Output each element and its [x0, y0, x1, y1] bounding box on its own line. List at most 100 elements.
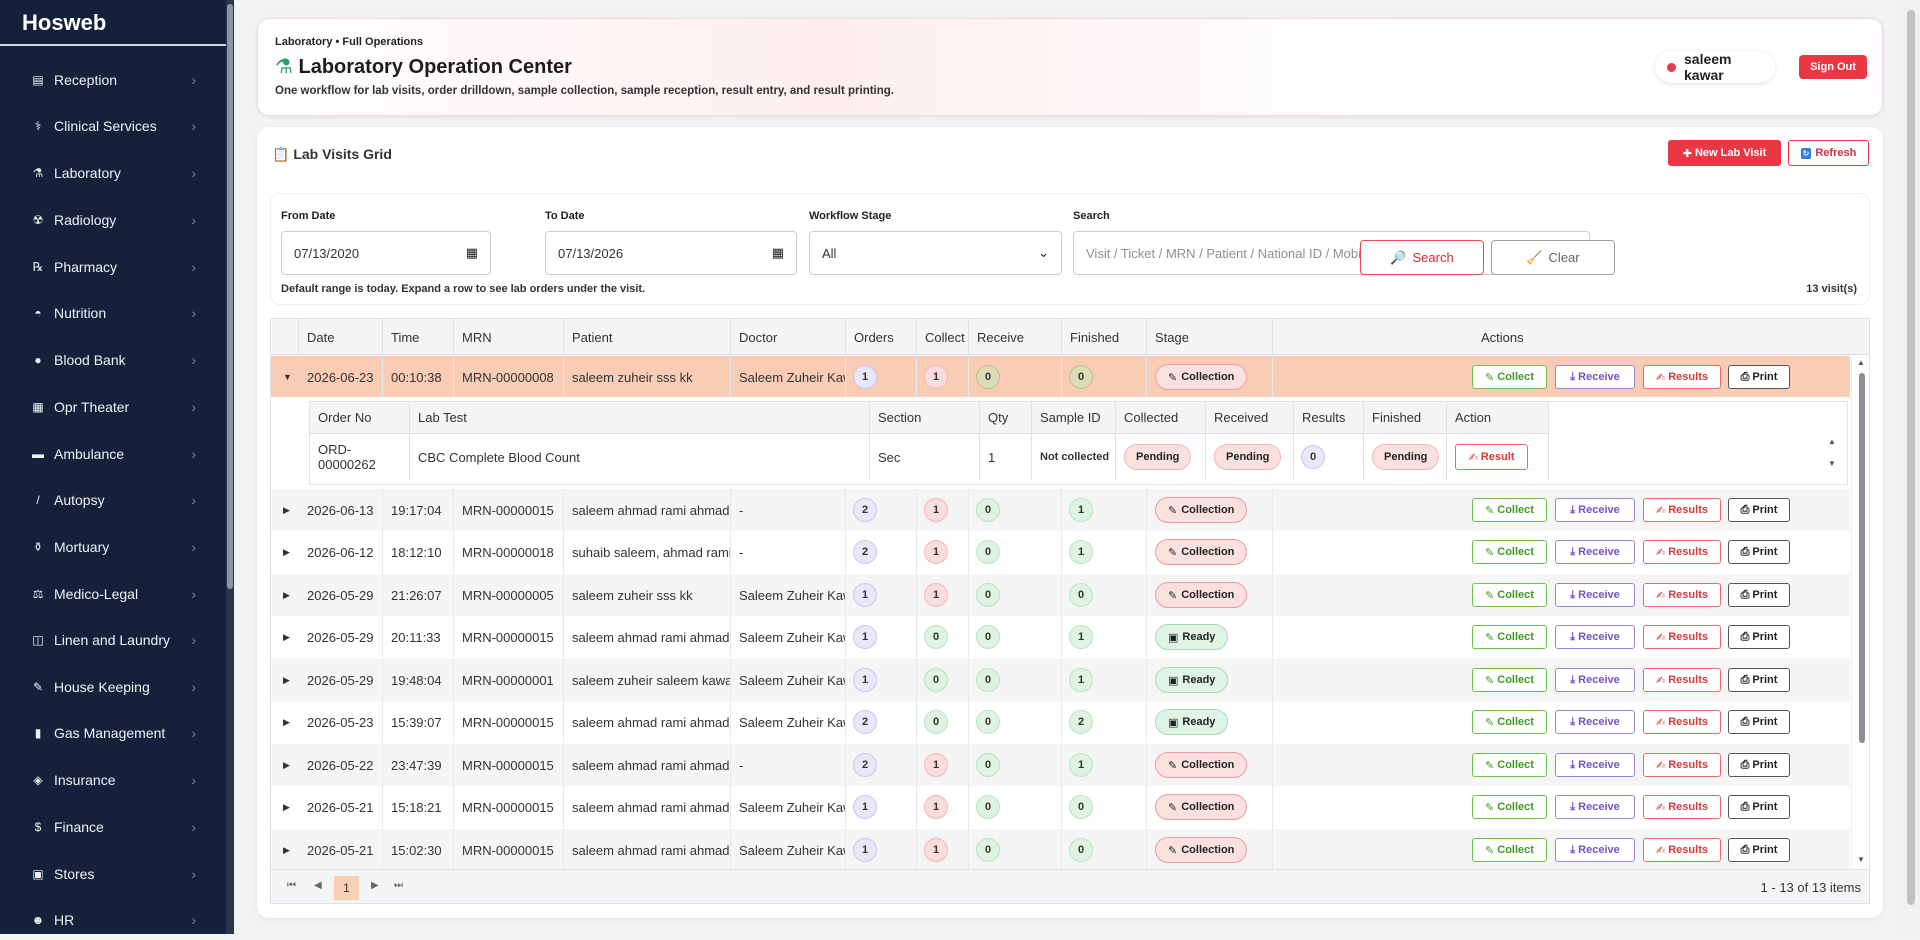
column-header-time[interactable]: Time — [383, 319, 454, 355]
receive-button[interactable]: ⤓ Receive — [1555, 668, 1635, 692]
collect-button[interactable]: ✎ Collect — [1472, 583, 1547, 607]
collect-button[interactable]: ✎ Collect — [1472, 838, 1547, 862]
prev-page-icon[interactable]: ◀ — [314, 880, 322, 891]
table-scrollbar-thumb[interactable] — [1859, 373, 1865, 743]
sidebar-item-stores[interactable]: ▣ Stores › — [0, 854, 224, 894]
print-button[interactable]: ⎙ Print — [1728, 838, 1790, 862]
expand-row-icon[interactable]: ▶ — [283, 631, 290, 642]
collect-button[interactable]: ✎ Collect — [1472, 625, 1547, 649]
column-header-doctor[interactable]: Doctor — [731, 319, 846, 355]
collect-button[interactable]: ✎ Collect — [1472, 498, 1547, 522]
column-header-receive[interactable]: Receive — [969, 319, 1062, 355]
sidebar-scrollbar[interactable] — [226, 0, 234, 934]
detail-header-received[interactable]: Received — [1206, 402, 1294, 434]
new-lab-visit-button[interactable]: ✚ New Lab Visit — [1668, 140, 1781, 166]
receive-button[interactable]: ⤓ Receive — [1555, 540, 1635, 564]
sidebar-item-blood-bank[interactable]: ● Blood Bank › — [0, 340, 224, 380]
detail-header-lab-test[interactable]: Lab Test — [410, 402, 870, 434]
print-button[interactable]: ⎙ Print — [1728, 625, 1790, 649]
last-page-icon[interactable]: ⏭ — [394, 880, 403, 891]
table-scrollbar[interactable]: ▲ ▼ — [1851, 355, 1869, 869]
table-row[interactable]: ▶ 2026-05-23 15:39:07 MRN-00000015 saleem ah… — [271, 701, 1850, 743]
print-button[interactable]: ⎙ Print — [1728, 498, 1790, 522]
table-row[interactable]: ▶ 2026-05-29 21:26:07 MRN-00000005 saleem zu… — [271, 574, 1850, 616]
results-button[interactable]: ✍ Results — [1643, 365, 1721, 389]
sidebar-item-gas-management[interactable]: ▮ Gas Management › — [0, 713, 224, 753]
column-header-date[interactable]: Date — [299, 319, 383, 355]
results-button[interactable]: ✍ Results — [1643, 753, 1721, 777]
receive-button[interactable]: ⤓ Receive — [1555, 498, 1635, 522]
sidebar-item-hr[interactable]: ☻ HR › — [0, 900, 224, 940]
user-badge[interactable]: saleem kawar — [1655, 51, 1775, 83]
result-button[interactable]: ✍ Result — [1455, 444, 1528, 470]
to-date-input[interactable]: 07/13/2026 ▦ — [545, 231, 797, 275]
detail-header-action[interactable]: Action — [1447, 402, 1549, 434]
expand-row-icon[interactable]: ▶ — [283, 716, 290, 727]
sidebar-item-house-keeping[interactable]: ✎ House Keeping › — [0, 667, 224, 707]
current-page[interactable]: 1 — [334, 876, 359, 900]
table-row[interactable]: ▶ 2026-05-21 15:18:21 MRN-00000015 saleem ah… — [271, 786, 1850, 828]
detail-header-collected[interactable]: Collected — [1116, 402, 1206, 434]
search-button[interactable]: 🔎 Search — [1360, 240, 1484, 275]
print-button[interactable]: ⎙ Print — [1728, 668, 1790, 692]
sidebar-item-finance[interactable]: $ Finance › — [0, 807, 224, 847]
expand-row-icon[interactable]: ▶ — [283, 546, 290, 557]
results-button[interactable]: ✍ Results — [1643, 838, 1721, 862]
detail-header-qty[interactable]: Qty — [980, 402, 1032, 434]
collect-button[interactable]: ✎ Collect — [1472, 795, 1547, 819]
scroll-down-icon[interactable]: ▼ — [1857, 855, 1865, 864]
clear-button[interactable]: 🧹 Clear — [1491, 240, 1615, 275]
column-header-actions[interactable]: Actions — [1473, 319, 1869, 355]
table-row[interactable]: ▶ 2026-05-22 23:47:39 MRN-00000015 saleem ah… — [271, 744, 1850, 786]
print-button[interactable]: ⎙ Print — [1728, 795, 1790, 819]
collect-button[interactable]: ✎ Collect — [1472, 540, 1547, 564]
results-button[interactable]: ✍ Results — [1643, 583, 1721, 607]
collect-button[interactable]: ✎ Collect — [1472, 365, 1547, 389]
results-button[interactable]: ✍ Results — [1643, 710, 1721, 734]
column-header-finished[interactable]: Finished — [1062, 319, 1147, 355]
collapse-row-icon[interactable]: ▼ — [283, 372, 292, 382]
table-row[interactable]: ▶ 2026-05-21 15:02:30 MRN-00000015 saleem ah… — [271, 829, 1850, 871]
sidebar-item-nutrition[interactable]: ◓ Nutrition › — [0, 293, 224, 333]
receive-button[interactable]: ⤓ Receive — [1555, 583, 1635, 607]
detail-header-results[interactable]: Results — [1294, 402, 1364, 434]
sidebar-item-pharmacy[interactable]: ℞ Pharmacy › — [0, 247, 224, 287]
sidebar-item-linen-and-laundry[interactable]: ◫ Linen and Laundry › — [0, 620, 224, 660]
subtable-scroll-down-icon[interactable]: ▼ — [1828, 459, 1836, 468]
receive-button[interactable]: ⤓ Receive — [1555, 753, 1635, 777]
print-button[interactable]: ⎙ Print — [1728, 753, 1790, 777]
subtable-scroll-up-icon[interactable]: ▲ — [1828, 437, 1836, 446]
sidebar-scrollbar-thumb[interactable] — [227, 4, 233, 589]
sidebar-item-laboratory[interactable]: ⚗ Laboratory › — [0, 153, 224, 193]
sidebar-item-clinical-services[interactable]: ⚕ Clinical Services › — [0, 106, 224, 146]
receive-button[interactable]: ⤓ Receive — [1555, 625, 1635, 649]
receive-button[interactable]: ⤓ Receive — [1555, 795, 1635, 819]
print-button[interactable]: ⎙ Print — [1728, 540, 1790, 564]
expand-row-icon[interactable]: ▶ — [283, 504, 290, 515]
sidebar-item-ambulance[interactable]: ▬ Ambulance › — [0, 434, 224, 474]
print-button[interactable]: ⎙ Print — [1728, 583, 1790, 607]
results-button[interactable]: ✍ Results — [1643, 540, 1721, 564]
print-button[interactable]: ⎙ Print — [1728, 365, 1790, 389]
table-row[interactable]: ▼ 2026-06-23 00:10:38 MRN-00000008 saleem zu… — [271, 356, 1850, 398]
receive-button[interactable]: ⤓ Receive — [1555, 710, 1635, 734]
results-button[interactable]: ✍ Results — [1643, 498, 1721, 522]
sidebar-item-autopsy[interactable]: / Autopsy › — [0, 480, 224, 520]
receive-button[interactable]: ⤓ Receive — [1555, 365, 1635, 389]
column-header-mrn[interactable]: MRN — [454, 319, 564, 355]
expand-row-icon[interactable]: ▶ — [283, 801, 290, 812]
table-row[interactable]: ▶ 2026-05-29 19:48:04 MRN-00000001 saleem zu… — [271, 659, 1850, 701]
sidebar-item-radiology[interactable]: ☢ Radiology › — [0, 200, 224, 240]
collect-button[interactable]: ✎ Collect — [1472, 668, 1547, 692]
page-scrollbar-thumb[interactable] — [1907, 10, 1915, 905]
detail-header-finished[interactable]: Finished — [1364, 402, 1447, 434]
column-header-patient[interactable]: Patient — [564, 319, 731, 355]
sidebar-item-mortuary[interactable]: ⚱ Mortuary › — [0, 527, 224, 567]
refresh-button[interactable]: ↻ Refresh — [1788, 140, 1869, 166]
receive-button[interactable]: ⤓ Receive — [1555, 838, 1635, 862]
page-scrollbar[interactable] — [1903, 0, 1920, 934]
table-row[interactable]: ▶ 2026-05-29 20:11:33 MRN-00000015 saleem ah… — [271, 616, 1850, 658]
calendar-icon[interactable]: ▦ — [465, 245, 478, 260]
table-row[interactable]: ▶ 2026-06-13 19:17:04 MRN-00000015 saleem ah… — [271, 489, 1850, 531]
collect-button[interactable]: ✎ Collect — [1472, 753, 1547, 777]
